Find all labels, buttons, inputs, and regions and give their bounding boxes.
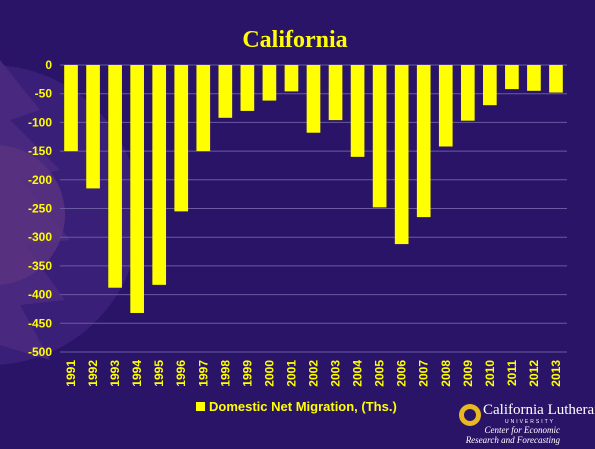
x-tick-label: 1993 — [108, 360, 122, 387]
x-tick-label: 2008 — [439, 360, 453, 387]
y-tick-label: -200 — [28, 173, 52, 187]
bar-2000 — [262, 65, 277, 101]
bar-1991 — [64, 65, 78, 152]
x-tick-label: 2002 — [307, 360, 321, 387]
logo-line2: Research and Forecasting — [465, 435, 561, 445]
y-tick-label: -150 — [28, 144, 52, 158]
x-tick-label: 2004 — [351, 360, 365, 387]
x-tick-label: 1999 — [240, 360, 254, 387]
y-axis: 0 -50 -100 -150 -200 -250 -300 -350 -400 -450 -500 — [28, 58, 52, 359]
y-tick-label: -100 — [28, 115, 52, 129]
sun-logo-icon — [459, 404, 481, 426]
x-tick-label: 2012 — [527, 360, 541, 387]
y-tick-label: -500 — [28, 345, 52, 359]
bar-1999 — [240, 65, 255, 111]
bar-2009 — [460, 65, 475, 121]
bar-2008 — [438, 65, 453, 147]
legend: Domestic Net Migration, (Ths.) — [196, 399, 397, 414]
bar-1994 — [130, 65, 144, 313]
bar-2004 — [350, 65, 365, 157]
x-tick-label: 2007 — [417, 360, 431, 387]
x-tick-label: 2010 — [483, 360, 497, 387]
y-tick-label: -50 — [35, 87, 53, 101]
x-tick-label: 2001 — [284, 360, 298, 387]
bar-2003 — [328, 65, 343, 121]
university-logo: California Lutheran UNIVERSITY Center fo… — [459, 402, 595, 445]
x-tick-label: 1996 — [174, 360, 188, 387]
bar-2013 — [549, 65, 563, 93]
x-tick-label: 1991 — [64, 360, 78, 387]
decorative-sun-icon — [0, 60, 140, 365]
x-tick-label: 1998 — [218, 360, 232, 387]
x-tick-label: 2003 — [329, 360, 343, 387]
bar-2006 — [394, 65, 409, 245]
logo-name: California Lutheran — [483, 402, 595, 418]
bar-1995 — [152, 65, 167, 285]
y-tick-label: -450 — [28, 316, 52, 330]
x-tick-label: 1995 — [152, 360, 166, 387]
logo-tagline: UNIVERSITY — [505, 419, 555, 425]
x-tick-label: 2005 — [373, 360, 387, 387]
bar-2002 — [306, 65, 321, 133]
chart-title: California — [242, 27, 347, 53]
bars — [64, 65, 563, 313]
bar-2005 — [372, 65, 387, 208]
bar-1997 — [196, 65, 211, 152]
bar-2001 — [284, 65, 299, 92]
y-tick-label: -400 — [28, 288, 52, 302]
x-tick-label: 1994 — [130, 360, 144, 387]
bar-2010 — [483, 65, 497, 106]
y-tick-label: 0 — [45, 58, 52, 72]
x-tick-label: 2006 — [395, 360, 409, 387]
bar-1996 — [174, 65, 189, 212]
x-tick-label: 1992 — [86, 360, 100, 387]
bar-1998 — [218, 65, 233, 118]
x-tick-label: 2000 — [262, 360, 276, 387]
bar-2012 — [527, 65, 541, 91]
y-tick-label: -350 — [28, 259, 52, 273]
legend-swatch — [196, 402, 205, 411]
x-tick-label: 1997 — [196, 360, 210, 387]
bar-2011 — [505, 65, 519, 90]
y-tick-label: -300 — [28, 230, 52, 244]
bar-2007 — [416, 65, 431, 218]
y-tick-label: -250 — [28, 202, 52, 216]
x-tick-label: 2013 — [549, 360, 563, 387]
x-axis: 1991 1992 1993 1994 1995 1996 1997 1998 1999 2000… — [64, 360, 563, 387]
x-tick-label: 2011 — [505, 360, 519, 386]
x-tick-label: 2009 — [461, 360, 475, 387]
legend-label: Domestic Net Migration, (Ths.) — [209, 399, 397, 414]
bar-1992 — [86, 65, 100, 189]
logo-line1: Center for Economic — [485, 425, 561, 435]
bar-1993 — [108, 65, 122, 288]
